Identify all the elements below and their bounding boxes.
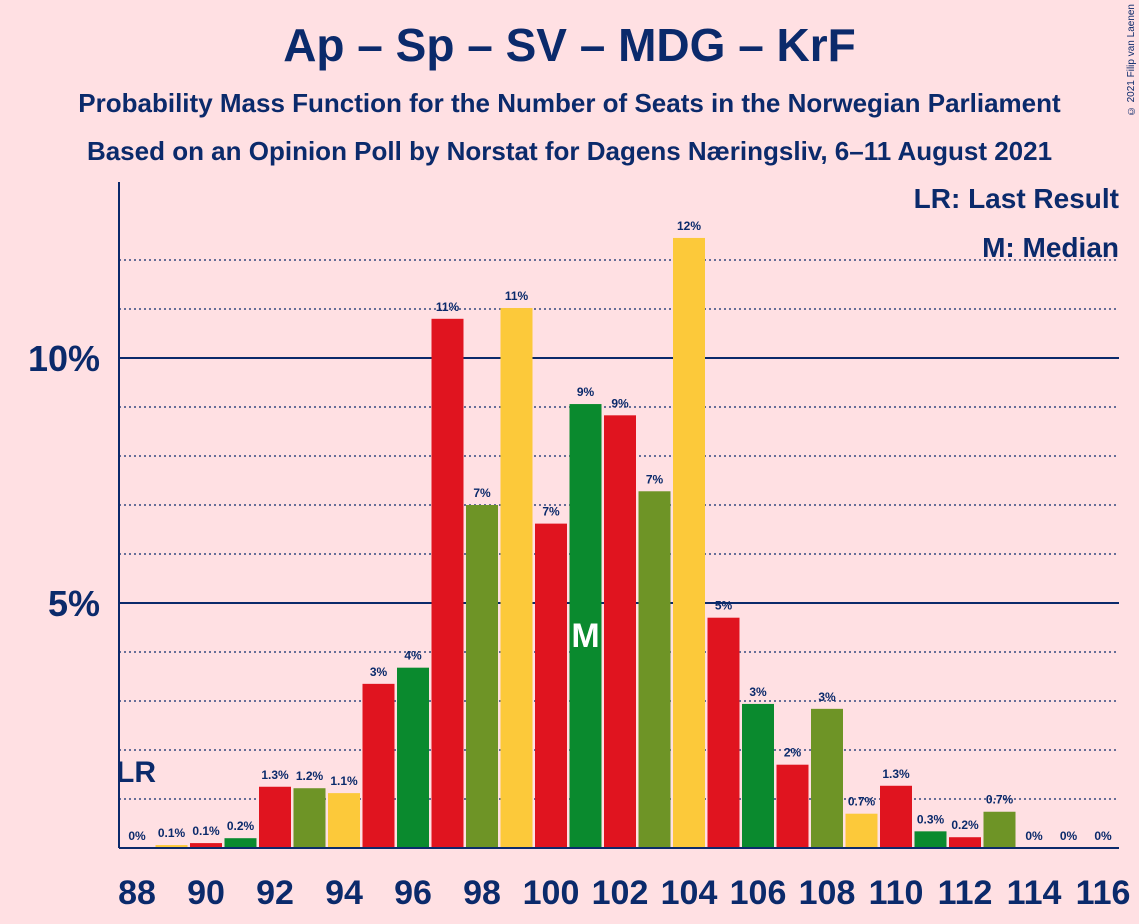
bar [638, 491, 671, 848]
x-tick-label: 96 [394, 874, 432, 912]
chart-subtitle: Probability Mass Function for the Number… [78, 88, 1061, 118]
bar-value-label: 0.2% [227, 819, 255, 833]
bar [431, 318, 464, 848]
x-tick-label: 104 [661, 874, 718, 912]
bar [914, 831, 947, 848]
x-tick-label: 112 [938, 874, 993, 912]
bar-value-label: 0% [128, 829, 146, 843]
x-tick-label: 94 [325, 874, 363, 912]
bar [155, 845, 188, 848]
x-tick-label: 110 [869, 874, 924, 912]
x-tick-label: 116 [1076, 874, 1131, 912]
y-tick-label: 10% [28, 338, 100, 379]
bar-value-label: 4% [404, 649, 422, 663]
bar-value-label: 0.3% [917, 812, 945, 826]
x-tick-label: 92 [256, 874, 294, 912]
legend-median: M: Median [982, 232, 1119, 263]
x-tick-label: 90 [187, 874, 225, 912]
bar-value-label: 1.2% [296, 769, 324, 783]
bar [983, 811, 1016, 848]
bar [845, 813, 878, 848]
chart-title: Ap – Sp – SV – MDG – KrF [283, 19, 856, 71]
bar-value-label: 9% [577, 385, 595, 399]
bar-value-label: 0% [1094, 829, 1112, 843]
bar [466, 505, 498, 848]
bar-value-label: 1.1% [330, 774, 358, 788]
bar [190, 843, 222, 848]
x-tick-label: 108 [799, 874, 856, 912]
bar-value-label: 12% [677, 219, 701, 233]
bar [569, 404, 602, 848]
y-tick-label: 5% [48, 583, 100, 624]
bar-value-label: 7% [473, 486, 491, 500]
bar-value-label: 1.3% [882, 767, 910, 781]
x-tick-label: 98 [463, 874, 501, 912]
x-tick-label: 114 [1007, 874, 1062, 912]
bar-value-label: 0.7% [986, 793, 1014, 807]
bar-value-label: 1.3% [261, 768, 289, 782]
bar [397, 667, 429, 848]
x-tick-label: 100 [523, 874, 580, 912]
bar-value-label: 7% [646, 472, 664, 486]
bar-value-label: 9% [611, 396, 629, 410]
bar [776, 764, 809, 848]
bar-value-label: 0% [1025, 829, 1043, 843]
x-tick-label: 88 [118, 874, 156, 912]
bar [949, 837, 981, 848]
bar-value-label: 11% [505, 289, 529, 303]
x-tick-label: 102 [592, 874, 649, 912]
bar [673, 237, 705, 848]
last-result-marker: LR [116, 756, 156, 789]
bar-value-label: 0.1% [192, 824, 220, 838]
x-tick-label: 106 [730, 874, 787, 912]
bar-value-label: 0.2% [951, 818, 979, 832]
bar-value-label: 0.1% [158, 826, 186, 840]
bar [535, 523, 567, 848]
bar-value-label: 3% [370, 665, 388, 679]
bar [328, 793, 360, 848]
bar-value-label: 0% [1060, 829, 1078, 843]
median-marker: M [571, 617, 599, 655]
bar [880, 785, 912, 848]
bar-value-label: 2% [784, 746, 802, 760]
bar [707, 617, 740, 848]
bar [362, 683, 395, 848]
bar [293, 788, 326, 848]
bar [604, 415, 636, 848]
bar [224, 838, 257, 848]
bar [500, 308, 533, 848]
bar-value-label: 7% [542, 505, 560, 519]
bar [811, 708, 843, 848]
chart-source: Based on an Opinion Poll by Norstat for … [86, 136, 1053, 166]
bar-value-label: 3% [818, 690, 836, 704]
bar-value-label: 0.7% [848, 795, 876, 809]
bar [742, 703, 774, 848]
bar-value-label: 11% [436, 300, 460, 314]
legend-last-result: LR: Last Result [913, 183, 1119, 214]
bar-value-label: 5% [715, 599, 733, 613]
bar-value-label: 3% [749, 685, 767, 699]
bar [259, 786, 291, 848]
